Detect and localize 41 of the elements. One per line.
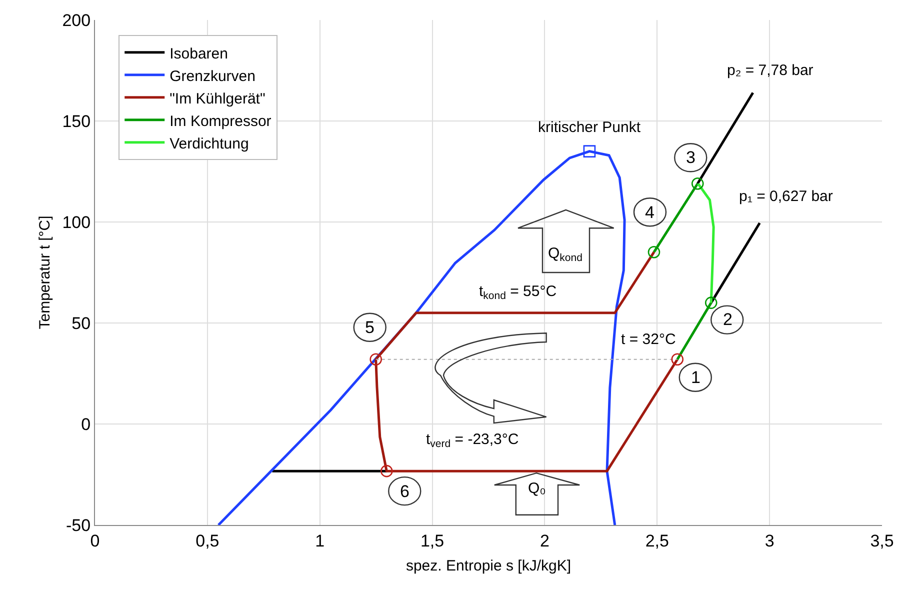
x-tick-label: 3 xyxy=(764,531,774,550)
legend-label: Isobaren xyxy=(170,45,228,62)
annotation: t$_{kond}$ = 55°C xyxy=(479,283,557,302)
legend-label: "Im Kühlgerät" xyxy=(170,90,266,108)
y-tick-label: 0 xyxy=(81,414,91,434)
annotation: kritischer Punkt xyxy=(538,119,642,136)
annotation: 1 xyxy=(691,368,700,387)
point xyxy=(583,145,596,158)
annotation: Q$_{kond}$ xyxy=(548,245,583,264)
point xyxy=(370,353,382,366)
point xyxy=(380,464,393,478)
y-tick-label: 100 xyxy=(62,212,91,232)
annotation: p₁ = 0,627 bar xyxy=(739,188,833,205)
y-axis-title: Temperatur t [°C] xyxy=(36,216,54,330)
point xyxy=(671,353,684,366)
annotation: 4 xyxy=(645,203,654,222)
annotation: 6 xyxy=(400,482,410,501)
point xyxy=(691,177,704,190)
x-tick-label: 3,5 xyxy=(870,531,894,550)
x-tick-label: 2 xyxy=(540,531,550,550)
y-tick-label: 200 xyxy=(62,10,91,30)
point xyxy=(704,296,718,309)
x-tick-label: 0,5 xyxy=(196,531,220,550)
annotation: Q₀ xyxy=(528,480,546,497)
annotation: t = 32°C xyxy=(621,331,676,348)
x-tick-label: 2,5 xyxy=(645,531,669,550)
y-tick-label: 150 xyxy=(62,112,91,131)
annotation: 2 xyxy=(723,310,732,329)
annotation: p₂ = 7,78 bar xyxy=(727,62,814,79)
annotation: 5 xyxy=(365,318,374,337)
legend-label: Verdichtung xyxy=(170,135,249,152)
x-tick-label: 1 xyxy=(315,531,325,550)
x-tick-label: 1,5 xyxy=(420,531,444,550)
legend-label: Grenzkurven xyxy=(170,68,256,85)
legend-label: Im Kompressor xyxy=(170,112,272,130)
annotation: 3 xyxy=(686,148,696,167)
y-tick-label: 50 xyxy=(72,314,91,333)
annotation: t$_{verd}$ = -23,3°C xyxy=(426,431,519,450)
y-tick-label: -50 xyxy=(66,516,91,535)
point xyxy=(648,246,660,258)
x-axis-title: spez. Entropie s [kJ/kgK] xyxy=(406,557,572,574)
